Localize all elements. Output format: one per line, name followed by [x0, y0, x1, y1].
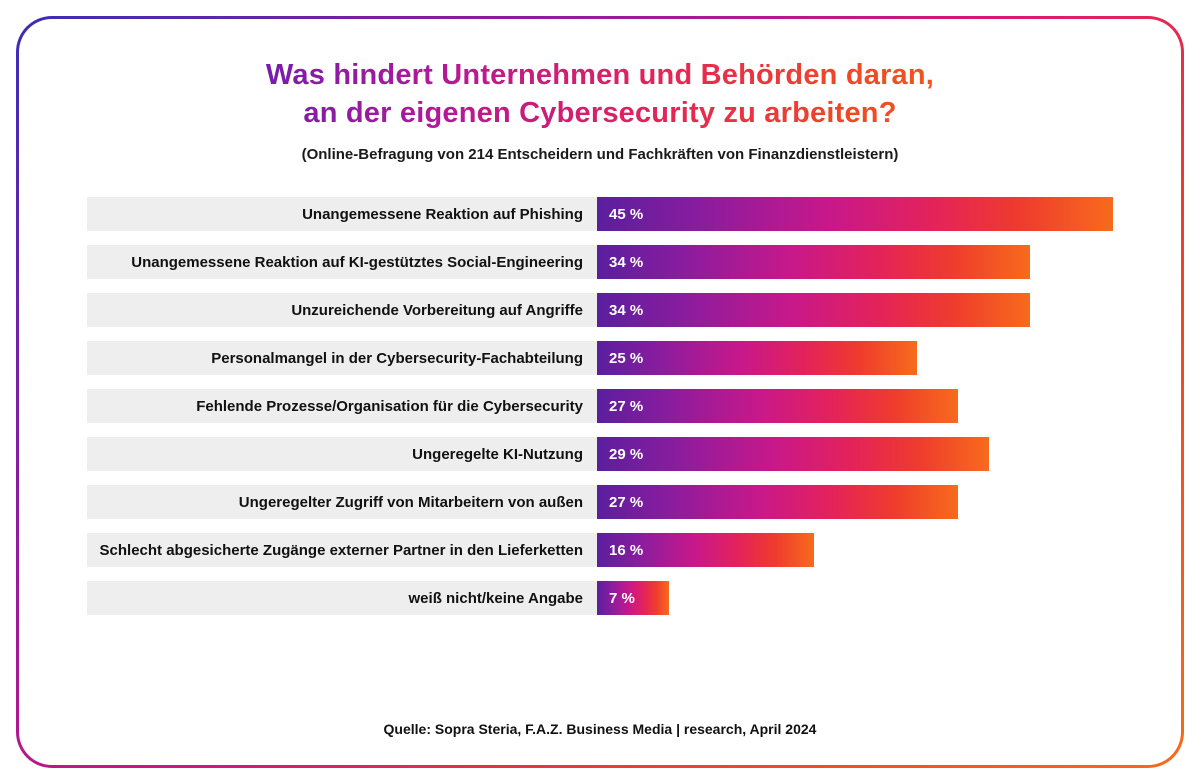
bar-label: Ungeregelte KI-Nutzung — [87, 437, 597, 471]
bar-label: Fehlende Prozesse/Organisation für die C… — [87, 389, 597, 423]
bar-label: weiß nicht/keine Angabe — [87, 581, 597, 615]
chart-row: Unzureichende Vorbereitung auf Angriffe3… — [87, 293, 1113, 327]
bar-track: 16 % — [597, 533, 1113, 567]
bar-label: Unangemessene Reaktion auf Phishing — [87, 197, 597, 231]
chart-row: weiß nicht/keine Angabe7 % — [87, 581, 1113, 615]
bar-fill: 34 % — [597, 293, 1030, 327]
chart-row: Ungeregelte KI-Nutzung29 % — [87, 437, 1113, 471]
bar-fill: 45 % — [597, 197, 1113, 231]
bar-fill: 7 % — [597, 581, 669, 615]
bar-fill: 34 % — [597, 245, 1030, 279]
bar-fill: 27 % — [597, 485, 958, 519]
bar-track: 34 % — [597, 245, 1113, 279]
chart-frame: Was hindert Unternehmen und Behörden dar… — [16, 16, 1184, 768]
chart-title: Was hindert Unternehmen und Behörden dar… — [79, 57, 1121, 132]
bar-label: Unzureichende Vorbereitung auf Angriffe — [87, 293, 597, 327]
bar-track: 34 % — [597, 293, 1113, 327]
chart-row: Schlecht abgesicherte Zugänge externer P… — [87, 533, 1113, 567]
bar-label: Schlecht abgesicherte Zugänge externer P… — [87, 533, 597, 567]
bar-label: Personalmangel in der Cybersecurity-Fach… — [87, 341, 597, 375]
chart-row: Unangemessene Reaktion auf Phishing45 % — [87, 197, 1113, 231]
chart-row: Fehlende Prozesse/Organisation für die C… — [87, 389, 1113, 423]
bar-label: Unangemessene Reaktion auf KI-gestütztes… — [87, 245, 597, 279]
bar-track: 27 % — [597, 485, 1113, 519]
bar-fill: 25 % — [597, 341, 917, 375]
chart-source: Quelle: Sopra Steria, F.A.Z. Business Me… — [79, 721, 1121, 737]
chart-subtitle: (Online-Befragung von 214 Entscheidern u… — [79, 146, 1121, 163]
bar-track: 29 % — [597, 437, 1113, 471]
bar-fill: 27 % — [597, 389, 958, 423]
title-line-1: Was hindert Unternehmen und Behörden dar… — [266, 59, 934, 91]
chart-row: Ungeregelter Zugriff von Mitarbeitern vo… — [87, 485, 1113, 519]
bar-chart: Unangemessene Reaktion auf Phishing45 %U… — [79, 197, 1121, 699]
bar-track: 7 % — [597, 581, 1113, 615]
chart-row: Personalmangel in der Cybersecurity-Fach… — [87, 341, 1113, 375]
bar-fill: 16 % — [597, 533, 814, 567]
bar-fill: 29 % — [597, 437, 989, 471]
title-line-2: an der eigenen Cybersecurity zu arbeiten… — [303, 97, 896, 129]
chart-row: Unangemessene Reaktion auf KI-gestütztes… — [87, 245, 1113, 279]
bar-track: 27 % — [597, 389, 1113, 423]
bar-track: 45 % — [597, 197, 1113, 231]
bar-track: 25 % — [597, 341, 1113, 375]
bar-label: Ungeregelter Zugriff von Mitarbeitern vo… — [87, 485, 597, 519]
